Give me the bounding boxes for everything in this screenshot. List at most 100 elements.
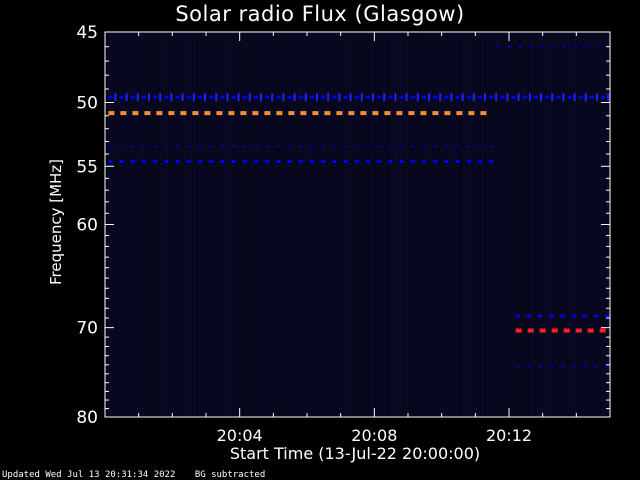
band-segment-2: [175, 145, 180, 148]
band-segment-3: [287, 95, 292, 99]
band-segment-5: [515, 314, 520, 318]
band-segment-0: [264, 111, 271, 116]
band-segment-3: [231, 95, 236, 99]
band-blip: [450, 93, 453, 102]
band-segment-0: [120, 111, 127, 116]
band-segment-0: [132, 111, 139, 116]
updated-timestamp: Updated Wed Jul 13 20:31:34 2022: [2, 470, 176, 480]
band-segment-6: [515, 328, 522, 333]
band-segment-3: [198, 95, 202, 99]
band-blip: [293, 93, 296, 102]
band-segment-1: [287, 159, 292, 163]
band-segment-0: [468, 111, 475, 116]
band-segment-3: [578, 95, 583, 99]
band-segment-2: [220, 145, 225, 148]
band-segment-2: [298, 145, 303, 148]
band-segment-1: [377, 159, 382, 163]
band-segment-3: [254, 95, 258, 99]
band-blip: [461, 93, 464, 102]
band-segment-3: [422, 95, 426, 99]
band-segment-3: [332, 95, 337, 99]
chart-title: Solar radio Flux (Glasgow): [175, 2, 465, 26]
band-segment-4: [540, 45, 545, 48]
band-blip: [484, 93, 486, 102]
band-segment-3: [366, 95, 370, 99]
band-segment-5: [605, 314, 610, 318]
band-blip: [304, 93, 307, 102]
band-blip: [472, 93, 475, 102]
band-segment-2: [478, 145, 482, 148]
footer-status: Updated Wed Jul 13 20:31:34 2022 BG subt…: [2, 470, 279, 480]
band-segment-3: [444, 95, 449, 99]
band-segment-3: [377, 95, 382, 99]
band-segment-3: [142, 95, 146, 99]
band-segment-1: [366, 159, 370, 163]
band-segment-2: [343, 145, 348, 148]
band-segment-0: [408, 111, 415, 116]
band-segment-3: [354, 95, 359, 99]
band-segment-2: [209, 145, 214, 148]
band-segment-1: [422, 159, 426, 163]
band-segment-3: [119, 95, 124, 99]
band-segment-0: [168, 111, 175, 116]
band-segment-2: [242, 145, 247, 148]
band-segment-4: [506, 45, 511, 48]
band-segment-3: [511, 95, 516, 99]
band-segment-2: [276, 145, 281, 148]
band-blip: [316, 93, 318, 102]
band-segment-3: [343, 95, 348, 99]
band-segment-3: [455, 95, 460, 99]
band-segment-3: [209, 95, 214, 99]
y-tick-label: 45: [76, 23, 98, 43]
band-segment-5: [526, 314, 531, 318]
band-segment-1: [175, 159, 180, 163]
band-segment-1: [119, 159, 124, 163]
band-segment-0: [144, 111, 151, 116]
band-blip: [439, 93, 442, 102]
band-segment-0: [288, 111, 295, 116]
band-segment-4: [495, 45, 500, 48]
band-segment-3: [265, 95, 270, 99]
band-segment-0: [324, 111, 331, 116]
band-segment-5: [538, 314, 543, 318]
band-segment-2: [410, 145, 415, 148]
band-blip: [573, 93, 576, 102]
band-segment-1: [242, 159, 247, 163]
bg-subtracted-note: BG subtracted: [194, 470, 266, 480]
band-blip: [405, 93, 408, 102]
x-tick-label: 20:04: [217, 426, 263, 445]
band-segment-3: [153, 95, 158, 99]
band-segment-3: [242, 95, 247, 99]
band-segment-2: [287, 145, 292, 148]
band-segment-4: [573, 45, 578, 48]
band-segment-2: [119, 145, 124, 148]
band-segment-0: [300, 111, 307, 116]
band-segment-0: [432, 111, 439, 116]
band-segment-7: [538, 365, 543, 368]
band-segment-4: [562, 45, 567, 48]
band-segment-1: [220, 159, 225, 163]
band-segment-3: [399, 95, 404, 99]
band-blip: [551, 93, 554, 102]
band-segment-3: [321, 95, 326, 99]
band-blip: [495, 93, 498, 102]
band-segment-7: [571, 365, 576, 368]
y-axis-label: Frequency [MHz]: [47, 158, 65, 286]
band-blip: [584, 93, 587, 102]
band-segment-3: [130, 95, 135, 99]
band-blip: [428, 93, 430, 102]
band-segment-2: [198, 145, 202, 148]
band-segment-1: [254, 159, 258, 163]
band-segment-5: [582, 314, 587, 318]
band-blip: [517, 93, 520, 102]
band-segment-1: [298, 159, 303, 163]
band-segment-0: [252, 111, 259, 116]
band-segment-4: [529, 45, 534, 48]
band-segment-2: [254, 145, 258, 148]
x-tick-label: 20:12: [486, 426, 532, 445]
band-blip: [215, 93, 218, 102]
band-segment-7: [605, 365, 610, 368]
band-blip: [360, 93, 363, 102]
band-segment-2: [455, 145, 460, 148]
band-segment-3: [478, 95, 482, 99]
